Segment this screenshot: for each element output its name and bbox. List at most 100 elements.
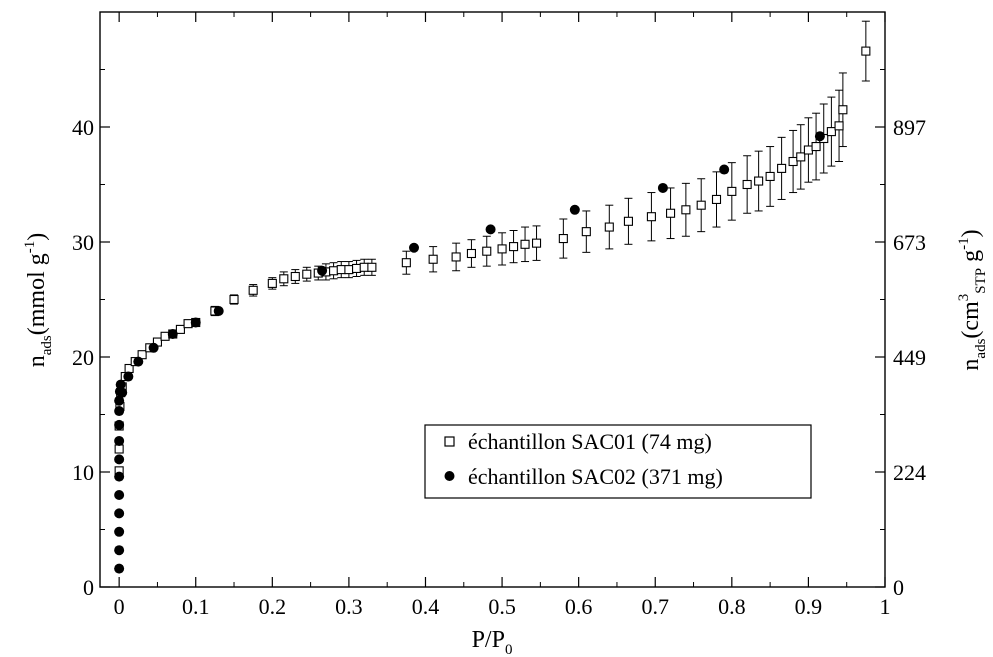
y-right-close: ) xyxy=(958,229,984,237)
point-sac01 xyxy=(777,163,787,173)
y-right-main: n xyxy=(958,359,984,371)
x-tick-label: 0.1 xyxy=(182,594,210,619)
point-sac01 xyxy=(367,262,377,272)
y-left-close: ) xyxy=(24,233,50,241)
y-right-tick-label: 897 xyxy=(893,115,926,140)
plot-frame xyxy=(99,11,886,588)
point-sac02 xyxy=(657,182,668,193)
point-sac01 xyxy=(788,156,798,167)
point-sac01 xyxy=(302,269,312,279)
y-left-tick-label: 40 xyxy=(72,115,94,140)
point-sac01 xyxy=(401,258,411,268)
point-sac02 xyxy=(133,356,144,367)
y-left-sub: ads xyxy=(39,335,55,355)
point-sac02 xyxy=(190,317,201,328)
point-sac01 xyxy=(509,242,519,252)
point-sac01 xyxy=(742,179,752,190)
y-left-tick-label: 20 xyxy=(72,345,94,370)
y-right-sub: ads xyxy=(973,338,989,358)
point-sac02 xyxy=(115,379,126,390)
y-left-tick-label: 10 xyxy=(72,460,94,485)
point-sac01 xyxy=(646,212,656,222)
y-right-sub2: STP xyxy=(973,268,989,294)
x-tick-label: 0.3 xyxy=(335,594,363,619)
legend-marker-sac02 xyxy=(444,471,455,481)
point-sac01 xyxy=(834,121,844,131)
point-sac02 xyxy=(409,242,419,253)
point-sac01 xyxy=(248,285,258,295)
point-sac01 xyxy=(229,294,239,305)
x-axis-title-sub: 0 xyxy=(505,642,513,657)
x-tick-label: 0.4 xyxy=(412,594,440,619)
point-sac02 xyxy=(114,406,125,417)
y-left-tick-label: 30 xyxy=(72,230,94,255)
point-sac01 xyxy=(344,265,354,275)
legend: échantillon SAC01 (74 mg) échantillon SA… xyxy=(424,424,812,499)
point-sac02 xyxy=(148,342,159,353)
y-right-tick-label: 0 xyxy=(893,575,904,600)
point-sac01 xyxy=(482,246,492,256)
x-tick-label: 0.5 xyxy=(488,594,516,619)
point-sac02 xyxy=(167,329,178,339)
x-axis-title: P/P0 xyxy=(472,627,513,657)
point-sac01 xyxy=(796,152,806,162)
x-axis-title-main: P/P xyxy=(472,627,505,653)
point-sac01 xyxy=(838,105,848,115)
y-left-sup: -1 xyxy=(22,241,38,254)
point-sac02 xyxy=(114,471,125,482)
point-sac01 xyxy=(428,254,438,264)
point-sac01 xyxy=(175,324,185,334)
point-sac02 xyxy=(114,563,125,574)
point-sac01 xyxy=(558,234,568,244)
point-sac02 xyxy=(114,490,125,500)
y-right-unit2: g xyxy=(958,250,984,268)
point-sac02 xyxy=(114,454,125,465)
point-sac02 xyxy=(114,395,125,406)
point-sac02 xyxy=(114,435,125,446)
point-sac01 xyxy=(681,205,691,215)
point-sac01 xyxy=(696,200,706,210)
y-axis-left-title: nads(mmol g-1) xyxy=(22,233,55,368)
point-sac01 xyxy=(623,216,633,226)
point-sac01 xyxy=(497,244,507,254)
y-right-unit: (cm xyxy=(958,301,984,339)
point-sac01 xyxy=(803,145,813,155)
point-sac01 xyxy=(666,208,676,218)
point-sac01 xyxy=(754,176,764,186)
point-sac01 xyxy=(520,239,530,249)
point-sac02 xyxy=(317,265,328,276)
y-right-sup3: 3 xyxy=(956,294,972,302)
point-sac01 xyxy=(861,46,871,56)
y-left-main: n xyxy=(24,355,50,367)
point-sac02 xyxy=(719,164,730,175)
point-sac01 xyxy=(352,263,362,274)
x-tick-label: 0.9 xyxy=(795,594,823,619)
point-sac01 xyxy=(531,238,542,248)
point-sac02 xyxy=(569,204,580,215)
y-right-tick-label: 224 xyxy=(893,460,926,485)
point-sac02 xyxy=(114,545,125,556)
point-sac01 xyxy=(290,271,300,282)
legend-label-sac02: échantillon SAC02 (371 mg) xyxy=(468,464,723,489)
point-sac01 xyxy=(604,222,614,232)
point-sac02 xyxy=(814,131,825,142)
x-tick-label: 0.8 xyxy=(718,594,746,619)
point-sac02 xyxy=(123,371,134,382)
x-tick-label: 0.2 xyxy=(259,594,287,619)
point-sac01 xyxy=(466,248,476,259)
axis-ticks: 0 0.1 0.2 0.3 0.4 0.5 0.6 0.7 0.8 0.9 101020304002… xyxy=(72,12,926,619)
y-left-unit: (mmol g xyxy=(24,253,50,335)
point-sac02 xyxy=(114,419,125,430)
point-sac01 xyxy=(826,127,836,137)
point-sac01 xyxy=(727,186,737,196)
x-tick-label: 0.6 xyxy=(565,594,593,619)
y-left-tick-label: 0 xyxy=(83,575,94,600)
point-sac02 xyxy=(114,508,125,519)
point-sac01 xyxy=(765,171,775,181)
y-right-sup: -1 xyxy=(956,237,972,250)
y-right-tick-label: 673 xyxy=(893,230,926,255)
point-sac02 xyxy=(117,387,128,398)
point-sac01 xyxy=(114,444,124,454)
point-sac01 xyxy=(336,265,346,275)
